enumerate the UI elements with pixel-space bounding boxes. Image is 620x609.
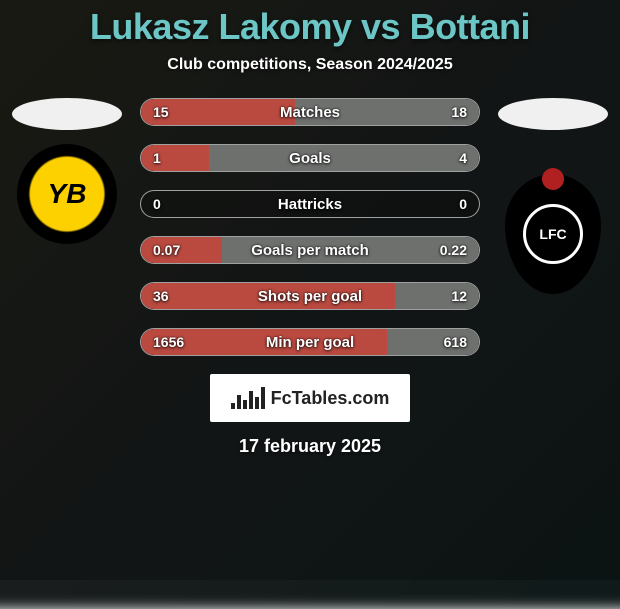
stat-bars-column: 1518Matches14Goals00Hattricks0.070.22Goa… <box>140 98 480 356</box>
stat-right-value: 0 <box>459 196 467 212</box>
stat-bar: 0.070.22Goals per match <box>140 236 480 264</box>
right-avatar-placeholder <box>498 98 608 130</box>
content-container: Lukasz Lakomy vs Bottani Club competitio… <box>0 0 620 580</box>
stat-bar-right-fill <box>209 145 479 171</box>
stat-left-value: 0 <box>153 196 161 212</box>
right-crest-ornament <box>542 168 564 190</box>
branding-text: FcTables.com <box>271 388 390 409</box>
left-crest-text: YB <box>48 178 87 210</box>
stat-left-value: 15 <box>153 104 169 120</box>
stat-left-value: 36 <box>153 288 169 304</box>
stat-bar: 0 0Hattricks <box>140 190 480 218</box>
stat-left-value: 0.07 <box>153 242 180 258</box>
main-row: YB 1518Matches14Goals00Hattricks0.070.22… <box>0 98 620 356</box>
stat-bar-left-fill <box>141 283 395 309</box>
stat-left-value: 1 <box>153 150 161 166</box>
stat-right-value: 0.22 <box>440 242 467 258</box>
right-crest-text: LFC <box>523 204 583 264</box>
page-title: Lukasz Lakomy vs Bottani <box>90 6 530 48</box>
right-player-col: LFC <box>498 98 608 294</box>
branding-bars-icon <box>231 387 265 409</box>
branding-box: FcTables.com <box>210 374 410 422</box>
date-label: 17 february 2025 <box>239 436 381 457</box>
left-player-col: YB <box>12 98 122 244</box>
stat-label: Hattricks <box>141 196 479 213</box>
stat-right-value: 12 <box>451 288 467 304</box>
stat-bar: 1518Matches <box>140 98 480 126</box>
subtitle: Club competitions, Season 2024/2025 <box>167 56 452 74</box>
right-club-crest-wrap: LFC <box>505 174 601 294</box>
left-club-crest: YB <box>17 144 117 244</box>
stat-bar: 14Goals <box>140 144 480 172</box>
stat-bar: 1656618Min per goal <box>140 328 480 356</box>
stat-bar-left-fill <box>141 145 209 171</box>
stat-bar: 3612Shots per goal <box>140 282 480 310</box>
stat-right-value: 618 <box>444 334 467 350</box>
left-avatar-placeholder <box>12 98 122 130</box>
stat-right-value: 4 <box>459 150 467 166</box>
stat-left-value: 1656 <box>153 334 184 350</box>
stat-right-value: 18 <box>451 104 467 120</box>
right-club-crest: LFC <box>505 174 601 294</box>
